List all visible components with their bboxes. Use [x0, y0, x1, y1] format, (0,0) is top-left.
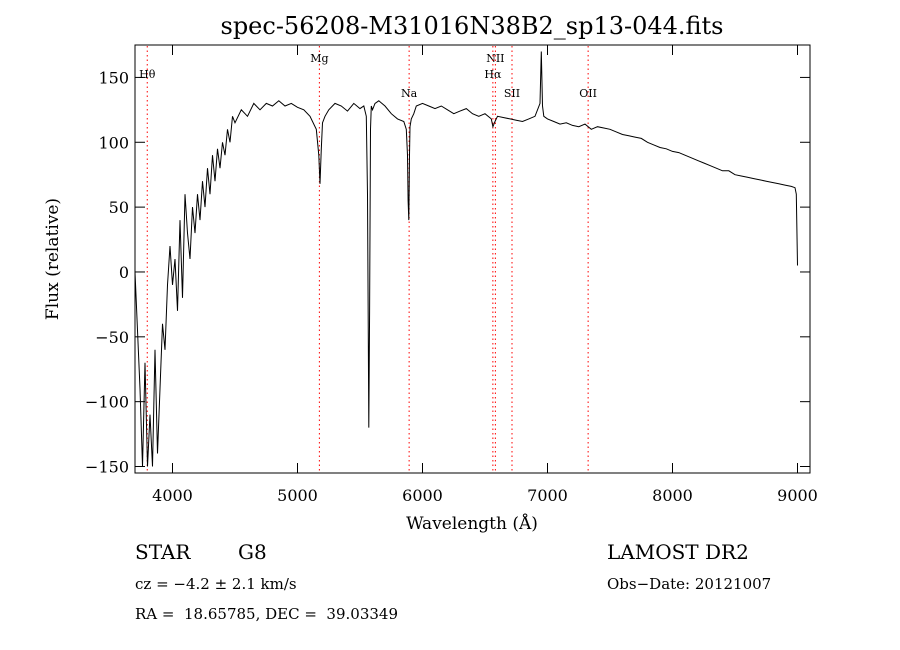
coordinates: RA = 18.65785, DEC = 39.03349: [135, 605, 399, 623]
marker-label-Na: Na: [401, 87, 418, 100]
x-tick-label: 5000: [277, 486, 318, 505]
object-subclass: G8: [238, 540, 267, 564]
x-tick-label: 7000: [527, 486, 568, 505]
obs-date: Obs−Date: 20121007: [607, 575, 772, 593]
x-tick-label: 4000: [152, 486, 193, 505]
y-tick-label: −150: [85, 458, 129, 477]
x-axis-ticks: 4000 5000 6000 7000 8000 9000: [152, 45, 818, 505]
marker-label-Hα: Hα: [484, 68, 502, 81]
y-axis-ticks: −150 −100 −50 0 50 100 150: [85, 68, 810, 477]
marker-label-OII: OII: [579, 87, 597, 100]
x-tick-label: 8000: [652, 486, 693, 505]
x-tick-label: 6000: [402, 486, 443, 505]
y-axis-label: Flux (relative): [43, 198, 63, 320]
x-tick-label: 9000: [777, 486, 818, 505]
marker-label-Mg: Mg: [310, 52, 328, 65]
x-axis-label: Wavelength (Å): [406, 513, 538, 534]
y-tick-label: 100: [98, 133, 129, 152]
spectrum-line: [134, 51, 798, 467]
y-tick-label: 0: [119, 263, 129, 282]
marker-label-NII: NII: [486, 52, 504, 65]
marker-label-SII: SII: [504, 87, 520, 100]
marker-label-Hθ: Hθ: [139, 68, 156, 81]
chart-title: spec-56208-M31016N38B2_sp13-044.fits: [221, 12, 724, 40]
object-class: STAR: [135, 540, 191, 564]
redshift-text: cz = −4.2 ± 2.1 km/s: [135, 575, 297, 593]
plot-frame: [134, 44, 811, 474]
y-tick-label: −50: [95, 328, 129, 347]
y-tick-label: 50: [109, 198, 129, 217]
survey-name: LAMOST DR2: [607, 540, 749, 564]
y-tick-label: 150: [98, 68, 129, 87]
y-tick-label: −100: [85, 393, 129, 412]
